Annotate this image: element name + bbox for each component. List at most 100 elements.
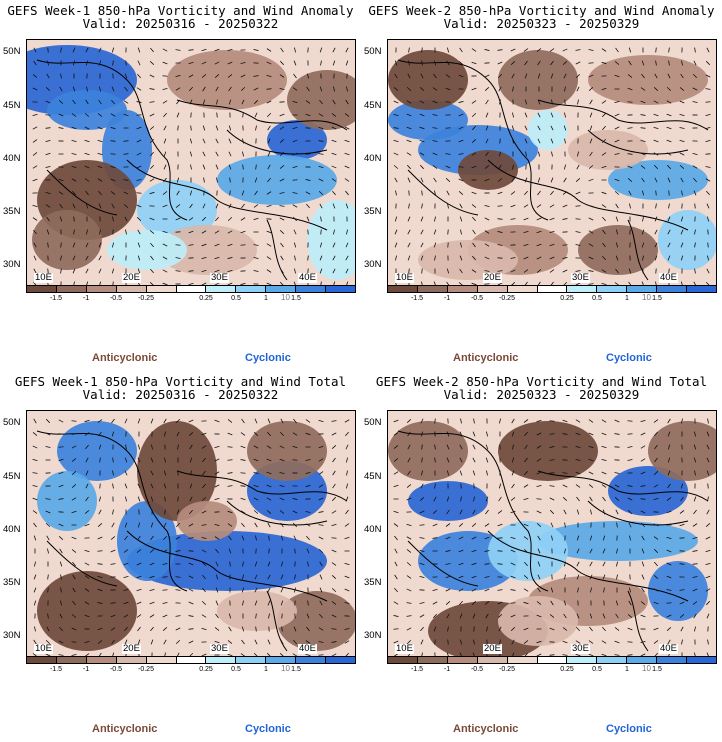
wind-arrow [510, 269, 516, 273]
wind-arrow [163, 522, 167, 528]
wind-arrow [447, 203, 449, 209]
wind-arrow [589, 125, 593, 131]
colorbar-swatch [27, 286, 57, 292]
wind-arrow [434, 639, 436, 645]
wind-arrow [615, 203, 619, 209]
colorbar-tick-label: -0.25 [138, 295, 154, 302]
wind-arrow [214, 445, 220, 449]
wind-arrow [227, 230, 233, 234]
wind-arrow [394, 60, 398, 66]
colorbar-swatch [417, 286, 448, 292]
wind-arrow [33, 242, 37, 248]
wind-arrow [228, 626, 232, 632]
colorbar-swatch [206, 286, 237, 292]
wind-arrow [162, 549, 168, 553]
wind-arrow [564, 522, 566, 528]
wind-arrow [149, 575, 155, 579]
wind-arrow [227, 459, 233, 461]
wind-arrow [98, 268, 102, 274]
wind-arrow [46, 60, 50, 66]
wind-arrow [45, 191, 51, 195]
wind-arrow [705, 113, 711, 117]
wind-arrow [215, 164, 219, 170]
wind-arrow [332, 99, 336, 105]
wind-arrow [266, 61, 272, 65]
wind-arrow [253, 49, 259, 51]
wind-arrow [188, 74, 194, 78]
wind-arrow [563, 509, 567, 515]
colorbar-swatch [176, 286, 207, 292]
map-svg [388, 411, 716, 657]
wind-arrow [511, 73, 515, 79]
wind-arrow [149, 217, 155, 221]
wind-arrow [177, 444, 179, 450]
colorbar-swatch [266, 657, 297, 663]
wind-arrow [293, 229, 297, 235]
wind-arrow [510, 510, 516, 514]
wind-arrow [279, 126, 285, 130]
wind-arrow [393, 601, 399, 605]
wind-arrow [255, 164, 257, 170]
wind-arrow [666, 549, 672, 553]
wind-arrow [614, 640, 620, 644]
wind-arrow [85, 457, 89, 463]
wind-arrow [420, 470, 424, 476]
wind-arrow [484, 74, 490, 78]
wind-arrow [446, 496, 450, 502]
wind-arrow [292, 192, 298, 194]
wind-arrow [588, 243, 594, 247]
wind-arrow [97, 113, 103, 117]
wind-arrow [306, 613, 310, 619]
wind-arrow [653, 87, 659, 91]
wind-arrow [344, 575, 350, 579]
wind-arrow [615, 600, 619, 606]
wind-arrow [407, 431, 411, 437]
wind-arrow [562, 472, 568, 474]
wind-arrow [58, 536, 64, 540]
wind-arrow [614, 472, 620, 474]
wind-arrow [124, 457, 128, 463]
wind-arrow [693, 60, 697, 66]
colorbar-swatch [627, 286, 658, 292]
wind-arrow [267, 177, 271, 183]
wind-arrow [588, 445, 594, 449]
wind-arrow [523, 536, 529, 540]
wind-arrow [71, 497, 77, 501]
wind-arrow [59, 613, 63, 619]
vorticity-region [47, 90, 127, 130]
wind-arrow [242, 138, 244, 144]
wind-arrow [229, 561, 231, 567]
wind-arrow [319, 203, 323, 209]
wind-arrow [99, 229, 101, 235]
colorbar-tick-label: 1.5 [652, 666, 662, 673]
wind-arrow [406, 523, 412, 527]
wind-arrow [318, 153, 324, 155]
wind-arrow [292, 432, 298, 436]
wind-arrow [72, 203, 76, 209]
wind-arrow [331, 139, 337, 143]
wind-arrow [110, 602, 116, 604]
wind-arrow [344, 165, 350, 169]
wind-arrow [562, 48, 568, 52]
wind-arrow [175, 257, 181, 259]
wind-arrow [523, 575, 529, 579]
wind-arrow [523, 243, 529, 247]
wind-arrow [201, 243, 207, 247]
wind-arrow [32, 139, 38, 143]
wind-arrow [292, 165, 298, 169]
wind-arrow [484, 256, 490, 260]
wind-arrow [484, 87, 490, 91]
wind-arrow [97, 165, 103, 169]
wind-arrow [394, 73, 398, 79]
wind-arrow [705, 549, 711, 553]
wind-arrow [627, 420, 633, 422]
wind-arrow [292, 100, 298, 104]
wind-arrow [188, 230, 194, 234]
wind-arrow [188, 640, 194, 644]
wind-arrow [484, 601, 490, 605]
wind-arrow [524, 138, 528, 144]
wind-arrow [279, 458, 285, 462]
wind-arrow [58, 471, 64, 475]
wind-arrow [693, 613, 697, 619]
wind-arrow [471, 282, 477, 286]
